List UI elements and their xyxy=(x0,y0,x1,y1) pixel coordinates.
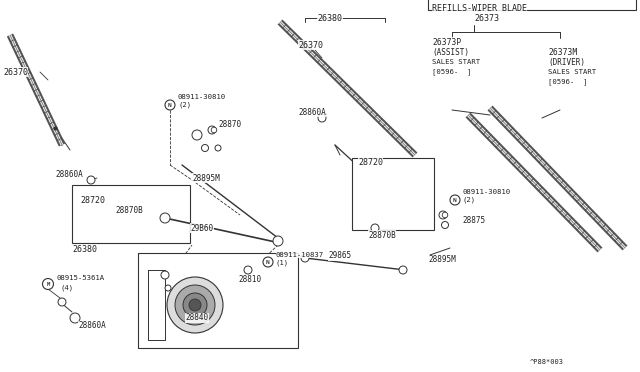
Text: 29865: 29865 xyxy=(328,251,351,260)
Text: (DRIVER): (DRIVER) xyxy=(548,58,585,67)
Circle shape xyxy=(165,100,175,110)
Text: 28860A: 28860A xyxy=(55,170,83,179)
Circle shape xyxy=(42,279,54,289)
Text: 28860A: 28860A xyxy=(298,108,326,116)
Circle shape xyxy=(439,211,447,219)
Text: N: N xyxy=(453,198,457,202)
Circle shape xyxy=(371,224,379,232)
Text: N: N xyxy=(266,260,270,264)
Circle shape xyxy=(70,313,80,323)
Circle shape xyxy=(273,236,283,246)
Circle shape xyxy=(442,221,449,228)
Text: N: N xyxy=(168,103,172,108)
Text: SALES START: SALES START xyxy=(548,69,596,75)
Text: (4): (4) xyxy=(60,285,73,291)
Circle shape xyxy=(301,254,309,262)
Text: 26370: 26370 xyxy=(3,67,28,77)
Circle shape xyxy=(318,114,326,122)
Circle shape xyxy=(192,130,202,140)
Text: 28840: 28840 xyxy=(185,314,208,323)
Bar xyxy=(352,158,434,230)
Text: 28810: 28810 xyxy=(238,276,261,285)
Text: [0596-  ]: [0596- ] xyxy=(432,68,472,76)
Bar xyxy=(428,0,636,10)
Text: 26373M: 26373M xyxy=(548,48,577,57)
Circle shape xyxy=(161,271,169,279)
Circle shape xyxy=(160,213,170,223)
Text: 26370: 26370 xyxy=(298,41,323,49)
Circle shape xyxy=(189,299,201,311)
Circle shape xyxy=(244,266,252,274)
Text: 28720: 28720 xyxy=(80,196,105,205)
Circle shape xyxy=(442,212,448,218)
Text: 26373P: 26373P xyxy=(432,38,461,46)
Circle shape xyxy=(87,176,95,184)
Text: 28875: 28875 xyxy=(462,215,485,224)
Circle shape xyxy=(202,144,209,151)
Text: [0596-  ]: [0596- ] xyxy=(548,78,588,86)
Text: 28720: 28720 xyxy=(358,157,383,167)
Text: 28870: 28870 xyxy=(218,119,241,128)
Text: (2): (2) xyxy=(463,197,476,203)
Circle shape xyxy=(58,298,66,306)
Text: (1): (1) xyxy=(276,260,289,266)
Text: 08911-30810: 08911-30810 xyxy=(178,94,226,100)
Text: (2): (2) xyxy=(178,102,191,108)
Text: ^P88*003: ^P88*003 xyxy=(530,359,564,365)
Text: 28870B: 28870B xyxy=(368,231,396,240)
Text: 26380: 26380 xyxy=(317,13,342,22)
Bar xyxy=(138,253,298,348)
Text: 28870B: 28870B xyxy=(115,205,143,215)
Bar xyxy=(72,185,190,243)
Text: 08911-10837: 08911-10837 xyxy=(276,252,324,258)
Text: M: M xyxy=(46,282,50,286)
Circle shape xyxy=(211,127,217,133)
Text: 26373: 26373 xyxy=(474,13,499,22)
Text: 29B60: 29B60 xyxy=(190,224,213,232)
Circle shape xyxy=(399,266,407,274)
Text: SALES START: SALES START xyxy=(432,59,480,65)
Text: 28895M: 28895M xyxy=(192,173,220,183)
Text: 08911-30810: 08911-30810 xyxy=(463,189,511,195)
Text: REFILLS-WIPER BLADE: REFILLS-WIPER BLADE xyxy=(432,3,527,13)
Circle shape xyxy=(183,293,207,317)
Circle shape xyxy=(175,285,215,325)
Text: 28895M: 28895M xyxy=(428,256,456,264)
Circle shape xyxy=(215,145,221,151)
Circle shape xyxy=(263,257,273,267)
Circle shape xyxy=(450,195,460,205)
Text: 28860A: 28860A xyxy=(78,321,106,330)
Circle shape xyxy=(165,285,171,291)
Text: 08915-5361A: 08915-5361A xyxy=(56,275,104,281)
Text: (ASSIST): (ASSIST) xyxy=(432,48,469,57)
Circle shape xyxy=(167,277,223,333)
Circle shape xyxy=(208,126,216,134)
Text: 26380: 26380 xyxy=(72,246,97,254)
